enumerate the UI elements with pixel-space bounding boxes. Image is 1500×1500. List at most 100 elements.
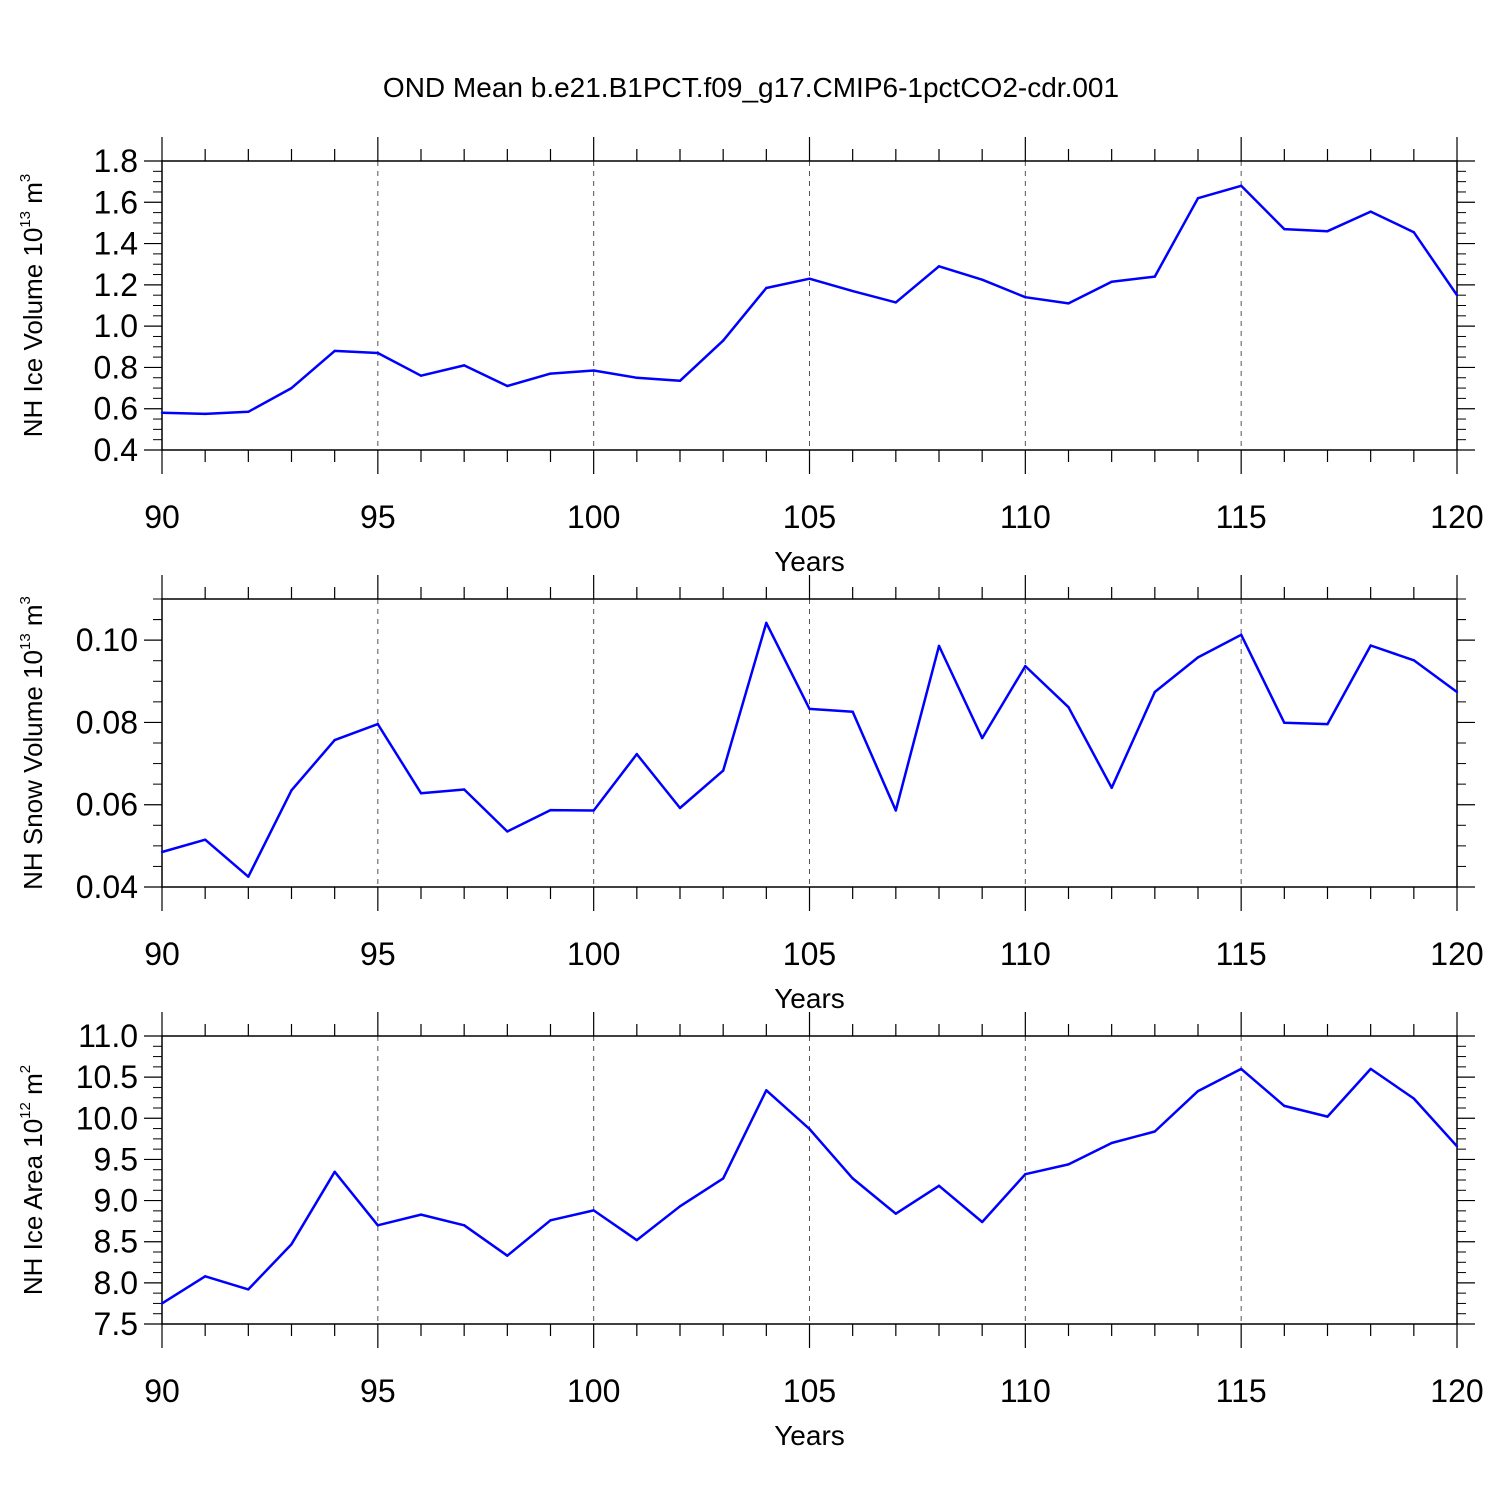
data-point: [937, 265, 941, 268]
y-axis-label-exp: 12: [17, 1102, 34, 1119]
data-point: [894, 1212, 898, 1215]
data-point: [1326, 1115, 1329, 1118]
data-point: [419, 1213, 423, 1216]
x-tick-label: 115: [1216, 499, 1267, 535]
data-point: [333, 1170, 336, 1173]
data-point: [1153, 1130, 1157, 1133]
data-point: [290, 1242, 293, 1246]
data-point: [549, 372, 552, 375]
x-axis-label: Years: [774, 546, 845, 577]
y-tick-label: 1.2: [94, 267, 138, 303]
x-tick-label: 100: [567, 936, 620, 972]
data-point: [1283, 227, 1286, 231]
y-axis-label-unit-exp: 3: [17, 596, 34, 604]
y-axis-label-unit: m: [18, 1073, 48, 1102]
x-tick-label: 120: [1430, 499, 1483, 535]
data-point: [678, 379, 682, 383]
y-tick-label: 1.4: [94, 226, 138, 262]
y-tick-label: 0.8: [94, 349, 138, 385]
x-axis-label: Years: [774, 983, 845, 1014]
data-point: [247, 1288, 250, 1291]
data-point: [721, 1177, 725, 1180]
data-point: [1369, 1067, 1372, 1071]
x-tick-label: 120: [1430, 1373, 1483, 1409]
data-point: [678, 806, 682, 810]
data-point: [592, 809, 595, 812]
data-point: [1412, 1097, 1416, 1100]
data-point: [894, 809, 898, 812]
x-tick-label: 95: [360, 1373, 396, 1409]
data-point: [1024, 664, 1027, 668]
y-tick-label: 0.08: [76, 704, 138, 740]
panel-2: 90 95 100 105 110 115 120 0.04 0.06 0.08 0.10 Years…: [17, 575, 1484, 1014]
data-point: [160, 1302, 164, 1305]
series-line: [161, 184, 1459, 416]
data-point: [1110, 786, 1113, 790]
y-tick-label: 1.6: [94, 184, 138, 220]
x-tick-label: 110: [1000, 1373, 1051, 1409]
data-point: [635, 752, 639, 756]
figure-title: OND Mean b.e21.B1PCT.f09_g17.CMIP6-1pctC…: [383, 72, 1119, 103]
x-tick-label: 90: [144, 936, 180, 972]
data-point: [894, 301, 898, 304]
y-axis-label: NH Ice Volume 1013 m3: [17, 174, 48, 437]
y-tick-label: 0.06: [76, 787, 138, 823]
data-point: [1153, 690, 1157, 694]
x-axis-label: Years: [774, 1420, 845, 1451]
data-point: [290, 789, 293, 792]
y-axis-label-unit: m: [18, 604, 48, 633]
data-point: [1283, 721, 1286, 725]
data-point: [721, 339, 725, 342]
data-point: [1110, 280, 1113, 283]
data-point: [592, 369, 595, 372]
y-tick-label: 11.0: [78, 1018, 138, 1054]
y-tick-label: 7.5: [94, 1306, 138, 1342]
data-point: [506, 1254, 509, 1257]
x-tick-label: 105: [783, 1373, 836, 1409]
data-point: [333, 349, 336, 353]
x-tick-label: 120: [1430, 936, 1483, 972]
x-tick-label: 90: [144, 1373, 180, 1409]
data-point: [333, 738, 336, 742]
data-point: [937, 1184, 941, 1187]
y-tick-label: 8.0: [94, 1265, 138, 1301]
data-point: [808, 707, 811, 711]
x-tick-label: 90: [144, 499, 180, 535]
x-tick-label: 110: [1000, 936, 1051, 972]
data-point: [247, 410, 250, 414]
panel-3: 90 95 100 105 110 115 120 7.5 8.0 8.5 9.0 9.5 10.0 10…: [17, 1012, 1484, 1451]
data-point: [1239, 184, 1243, 187]
data-point: [506, 384, 509, 388]
y-tick-label: 9.0: [94, 1183, 138, 1219]
data-point: [247, 875, 250, 878]
x-tick-label: 105: [783, 499, 836, 535]
data-point: [1455, 690, 1459, 694]
data-point: [980, 736, 984, 740]
data-point: [1239, 1067, 1243, 1071]
y-axis-label-unit-exp: 2: [17, 1065, 34, 1073]
data-point: [1196, 1089, 1200, 1093]
data-point: [1412, 659, 1416, 662]
data-point: [1455, 293, 1459, 297]
data-point: [765, 1089, 768, 1092]
data-point: [1024, 296, 1027, 299]
data-point: [1067, 1163, 1070, 1166]
y-tick-label: 0.04: [76, 869, 138, 905]
y-tick-label: 8.5: [94, 1224, 138, 1260]
data-point: [376, 1224, 380, 1227]
data-point: [635, 1238, 639, 1242]
y-axis-label-main: NH Ice Volume 10: [18, 228, 48, 438]
data-point: [1067, 302, 1070, 305]
y-axis-label-unit: m: [18, 182, 48, 211]
panel-1: 90 95 100 105 110 115 120 0.4 0.6 0.8 1.0 1.2 1.4 1.6…: [17, 137, 1484, 577]
y-axis-label-main: NH Ice Area 10: [18, 1119, 48, 1295]
data-point: [506, 830, 509, 833]
x-tick-label: 95: [360, 499, 396, 535]
data-point: [419, 374, 423, 377]
data-point: [1196, 196, 1200, 200]
data-point: [765, 286, 768, 290]
y-tick-label: 10.5: [76, 1059, 138, 1095]
data-point: [808, 277, 811, 280]
data-point: [1196, 656, 1200, 659]
